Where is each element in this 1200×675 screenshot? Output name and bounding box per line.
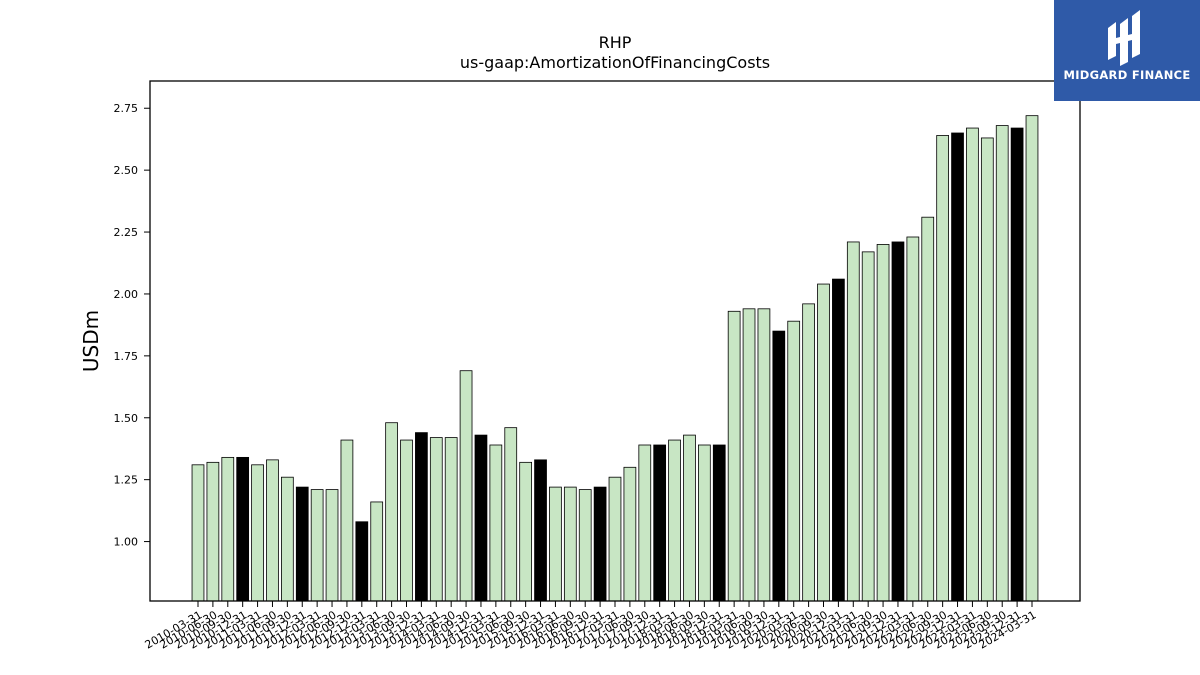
bar-2014-09-30 [459, 370, 473, 602]
bar-2010-03-31 [191, 464, 205, 602]
bar-2012-09-30 [340, 439, 354, 602]
y-tick-label: 1.50 [114, 412, 139, 425]
y-tick-label: 2.00 [114, 288, 139, 301]
bar-2012-06-30 [325, 489, 339, 602]
bar-2018-12-31 [712, 444, 726, 602]
y-tick-label: 1.25 [114, 474, 139, 487]
bar-2010-12-31 [236, 456, 250, 602]
brand-logo: MIDGARD FINANCE [1054, 0, 1200, 101]
bar-2010-09-30 [221, 456, 235, 602]
bar-2024-03-31 [1025, 115, 1039, 602]
bar-2015-09-30 [519, 461, 533, 602]
bar-2023-12-31 [1010, 127, 1024, 602]
bar-2014-06-30 [444, 437, 458, 602]
bar-2013-12-31 [415, 432, 428, 602]
y-axis-label: USDm [79, 310, 103, 372]
y-tick-label: 1.00 [114, 536, 139, 549]
bar-2021-09-30 [876, 244, 890, 602]
bar-2013-06-30 [385, 422, 398, 602]
bar-2013-03-31 [370, 501, 384, 602]
bar-2019-09-30 [757, 308, 771, 602]
bar-2020-03-31 [787, 320, 801, 602]
bar-2012-03-31 [310, 489, 324, 602]
bar-2019-12-31 [772, 330, 786, 602]
bar-2018-03-31 [668, 439, 681, 602]
bar-2020-09-30 [817, 283, 830, 602]
bar-2017-12-31 [653, 444, 667, 602]
bar-2014-12-31 [474, 434, 488, 602]
bar-2019-06-30 [742, 308, 756, 602]
bar-2011-12-31 [295, 486, 309, 602]
bar-2011-06-30 [266, 459, 279, 602]
y-tick-label: 1.75 [114, 350, 139, 363]
chart-subtitle: us-gaap:AmortizationOfFinancingCosts [460, 53, 770, 72]
bar-2023-09-30 [995, 125, 1009, 602]
bar-2022-12-31 [951, 132, 964, 602]
y-ticks: 1.00 1.25 1.50 1.75 2.00 2.25 2.50 2.75 [114, 102, 150, 549]
bar-2020-06-30 [802, 303, 815, 602]
bar-2015-12-31 [534, 459, 547, 602]
bar-2011-09-30 [280, 476, 294, 602]
bar-2018-09-30 [698, 444, 711, 602]
logo-mark-icon [1108, 10, 1140, 66]
x-ticks: 2010-03-312010-06-302010-09-302010-12-31… [143, 601, 1039, 652]
bar-2021-03-31 [846, 241, 860, 602]
bar-2016-09-30 [578, 489, 592, 602]
y-tick-label: 2.25 [114, 226, 139, 239]
bar-2011-03-31 [251, 464, 264, 602]
bar-2017-06-30 [623, 466, 637, 602]
y-tick-label: 2.50 [114, 164, 139, 177]
bar-2018-06-30 [683, 434, 696, 602]
chart-title: RHP [599, 33, 632, 52]
bar-2022-09-30 [936, 135, 950, 602]
bar-2016-03-31 [549, 486, 562, 602]
bar-2019-03-31 [727, 310, 741, 602]
bar-2013-09-30 [400, 439, 413, 602]
bar-2022-03-31 [906, 236, 920, 602]
bar-2012-12-31 [355, 521, 369, 602]
bar-2022-06-30 [921, 216, 935, 602]
bar-2014-03-31 [429, 437, 443, 602]
bar-2017-03-31 [608, 476, 622, 602]
bar-2023-03-31 [966, 127, 979, 602]
bar-2015-03-31 [489, 444, 503, 602]
bar-2023-06-30 [980, 137, 994, 602]
bar-2020-12-31 [832, 278, 845, 602]
plot-frame [149, 80, 1081, 602]
logo-text: MIDGARD FINANCE [1063, 68, 1191, 82]
bar-2017-09-30 [638, 444, 652, 602]
bar-2010-06-30 [206, 461, 220, 602]
y-tick-label: 2.75 [114, 102, 139, 115]
bar-2016-12-31 [593, 486, 607, 602]
bars [191, 115, 1039, 602]
bar-2021-12-31 [891, 241, 905, 602]
bar-2015-06-30 [504, 427, 518, 602]
bar-2021-06-30 [861, 251, 875, 602]
bar-2016-06-30 [563, 486, 577, 602]
